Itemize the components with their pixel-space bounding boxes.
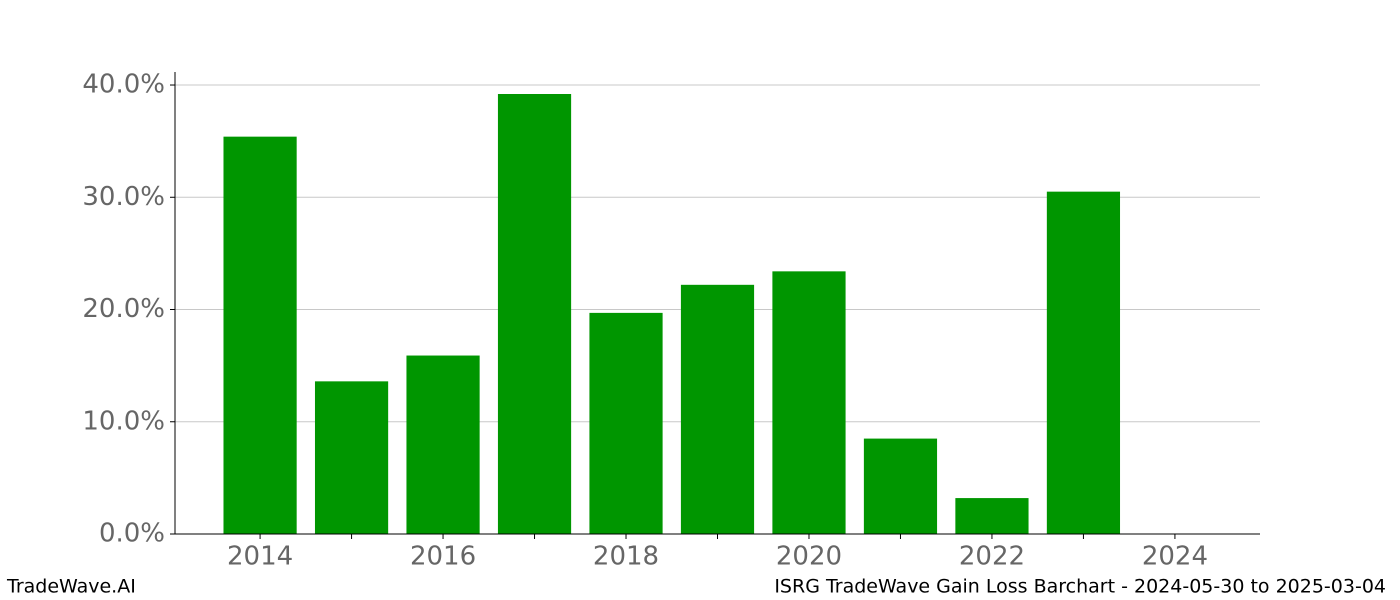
bar [772, 271, 846, 534]
x-tick-label: 2024 [1142, 542, 1208, 572]
y-tick-label: 20.0% [82, 294, 165, 324]
y-tick-label: 40.0% [82, 70, 165, 100]
bar [314, 381, 389, 534]
bar [863, 438, 938, 534]
y-tick-label: 10.0% [82, 406, 165, 436]
bar [589, 312, 663, 534]
chart-title: ISRG TradeWave Gain Loss Barchart - 2024… [774, 576, 1386, 598]
bar [680, 284, 755, 534]
x-tick-label: 2020 [776, 542, 842, 572]
x-tick-label: 2022 [959, 542, 1025, 572]
y-tick-label: 30.0% [82, 182, 165, 212]
bar [1046, 191, 1121, 534]
source-label: TradeWave.AI [6, 576, 136, 598]
bar [406, 355, 480, 534]
x-tick-label: 2014 [227, 542, 293, 572]
x-tick-label: 2016 [410, 542, 476, 572]
bar [497, 94, 572, 534]
y-tick-label: 0.0% [99, 519, 165, 549]
x-tick-label: 2018 [593, 542, 659, 572]
bar [223, 136, 297, 534]
bar [955, 498, 1029, 534]
